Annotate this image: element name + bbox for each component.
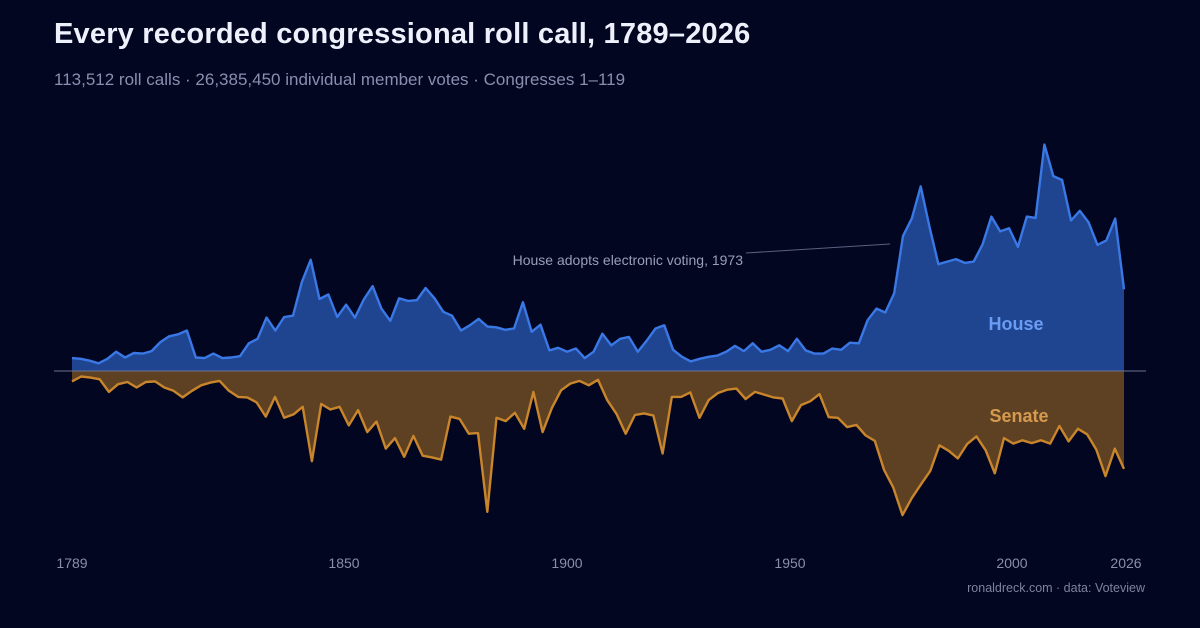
source-credit: ronaldreck.com · data: Voteview — [967, 581, 1145, 595]
annotation-electronic-voting: House adopts electronic voting, 1973 — [513, 252, 744, 268]
senate-series-line — [71, 375, 1126, 517]
x-tick-label: 1900 — [551, 555, 582, 571]
x-tick-label: 1789 — [56, 555, 87, 571]
chart-title: Every recorded congressional roll call, … — [54, 18, 751, 50]
senate-series-label: Senate — [989, 406, 1048, 426]
annotation-leader-line — [745, 243, 891, 254]
x-tick-label: 1950 — [774, 555, 805, 571]
x-tick-label: 2000 — [996, 555, 1027, 571]
house-series-label: House — [988, 314, 1043, 334]
x-tick-label: 1850 — [328, 555, 359, 571]
house-series-line — [71, 143, 1126, 365]
x-tick-label: 2026 — [1110, 555, 1141, 571]
chart-subtitle: 113,512 roll calls · 26,385,450 individu… — [54, 70, 626, 89]
